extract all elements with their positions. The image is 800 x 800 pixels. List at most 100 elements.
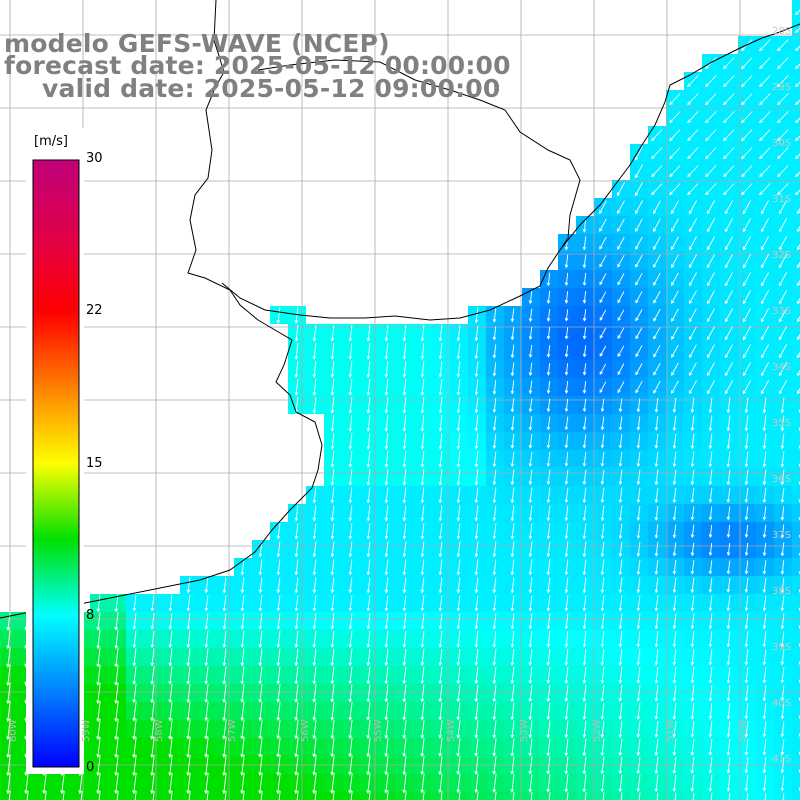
wind-arrow: [723, 75, 735, 88]
valid-date: valid date: 2025-05-12 09:00:00: [42, 74, 501, 103]
wind-arrow: [312, 630, 317, 648]
wind-arrow: [170, 790, 173, 800]
wind-arrow: [707, 380, 715, 395]
wind-arrow: [510, 487, 515, 504]
wind-arrow: [510, 738, 515, 757]
wind-arrow: [528, 434, 533, 449]
wind-arrow: [582, 416, 587, 431]
wind-arrow: [294, 325, 299, 342]
wind-arrow: [710, 792, 713, 800]
wind-arrow: [294, 361, 299, 378]
wind-arrow: [600, 631, 605, 648]
wind-arrow: [330, 433, 335, 450]
wind-arrow: [402, 773, 407, 794]
wind-arrow: [258, 577, 263, 594]
wind-arrow: [456, 505, 461, 522]
wind-arrow: [6, 612, 11, 631]
wind-arrow: [599, 291, 607, 304]
wind-arrow: [132, 719, 137, 740]
wind-arrow: [582, 452, 587, 467]
wind-arrow: [402, 523, 407, 540]
wind-arrow: [420, 505, 425, 522]
wind-arrow: [204, 719, 209, 740]
wind-arrow: [744, 649, 749, 666]
wind-arrow: [384, 361, 389, 378]
wind-arrow: [492, 469, 497, 486]
wind-arrow: [780, 415, 785, 432]
wind-arrow: [312, 397, 317, 414]
wind-arrow: [330, 666, 335, 685]
wind-arrow: [600, 667, 605, 684]
wind-arrow: [96, 629, 101, 650]
wind-arrow: [726, 560, 731, 575]
wind-arrow: [276, 577, 281, 594]
wind-arrow: [708, 613, 713, 630]
wind-arrow: [348, 559, 353, 576]
wind-arrow: [510, 523, 515, 540]
wind-arrow: [798, 409, 800, 414]
wind-arrow: [690, 703, 695, 720]
wind-arrow: [492, 415, 497, 432]
wind-arrow: [690, 685, 695, 702]
wind-arrow: [510, 326, 515, 341]
wind-arrow: [798, 697, 800, 702]
wind-arrow: [744, 506, 749, 521]
wind-arrow: [582, 774, 587, 793]
wind-speed-cell: [792, 702, 800, 720]
wind-arrow: [492, 577, 497, 594]
wind-speed-cell: [522, 792, 540, 800]
wind-arrow: [744, 739, 749, 756]
wind-arrow: [564, 702, 569, 721]
wind-arrow: [402, 379, 407, 396]
wind-arrow: [651, 147, 663, 160]
wind-arrow: [330, 755, 335, 776]
wind-arrow: [582, 272, 587, 287]
wind-arrow: [728, 793, 731, 800]
wind-arrow: [780, 595, 785, 612]
wind-arrow: [635, 254, 643, 268]
wind-arrow: [762, 667, 767, 684]
wind-arrow: [204, 648, 209, 667]
wind-arrow: [276, 307, 281, 324]
wind-arrow: [8, 790, 11, 800]
longitude-label: 59W: [81, 719, 92, 742]
wind-arrow: [726, 577, 731, 594]
colorbar-tick-8: 8: [86, 608, 95, 623]
wind-arrow: [456, 469, 461, 486]
wind-arrow: [276, 559, 281, 576]
wind-arrow: [528, 774, 533, 793]
wind-arrow: [366, 595, 371, 612]
wind-arrow: [312, 701, 317, 721]
wind-arrow: [798, 769, 800, 774]
wind-arrow: [600, 487, 605, 504]
wind-arrow: [723, 57, 735, 70]
wind-arrow: [618, 684, 623, 702]
wind-arrow: [240, 719, 245, 740]
wind-arrow: [366, 630, 371, 648]
wind-arrow: [708, 433, 713, 450]
wind-arrow: [492, 559, 497, 576]
wind-arrow: [312, 487, 317, 504]
wind-arrow: [690, 577, 695, 594]
wind-speed-cell: [792, 108, 800, 126]
wind-arrow: [294, 379, 299, 396]
wind-arrow: [744, 451, 749, 468]
wind-arrow: [366, 684, 371, 703]
wind-arrow: [420, 523, 425, 540]
wind-arrow: [438, 487, 443, 504]
wind-arrow: [744, 577, 749, 594]
wind-arrow: [474, 451, 479, 468]
wind-arrow: [796, 243, 800, 251]
wind-arrow: [114, 718, 119, 741]
wind-arrow: [384, 505, 389, 522]
wind-arrow: [366, 719, 371, 740]
wind-speed-cell: [486, 792, 504, 800]
wind-speed-cell: [558, 792, 576, 800]
wind-arrow: [492, 433, 497, 450]
wind-arrow: [654, 505, 659, 521]
wind-arrow: [402, 433, 407, 450]
wind-arrow: [294, 613, 299, 630]
wind-arrow: [654, 469, 659, 486]
wind-arrow: [384, 433, 389, 450]
wind-arrow: [258, 648, 263, 667]
